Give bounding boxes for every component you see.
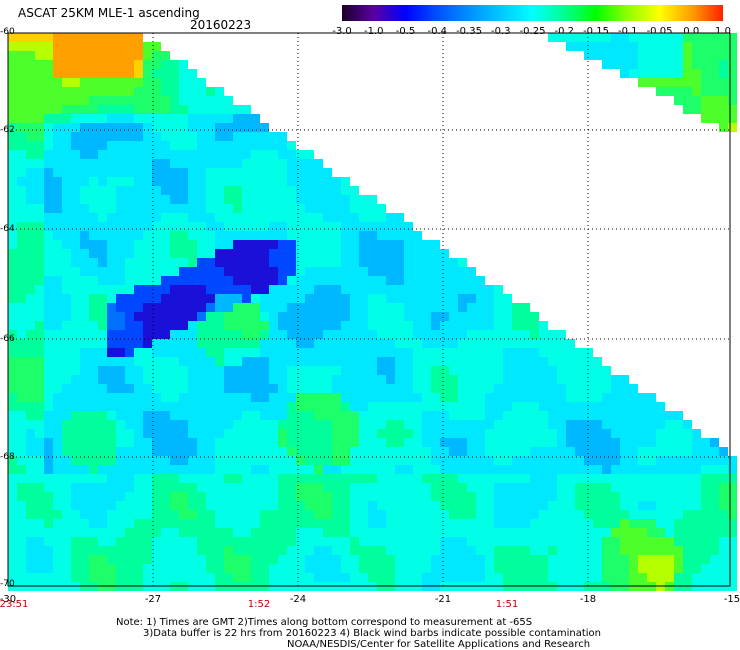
time-label: 1:52 <box>247 599 271 610</box>
lat-label: -64 <box>0 224 15 234</box>
map-date: 20160223 <box>190 18 252 32</box>
lat-label: -60 <box>0 27 15 37</box>
colorbar-tick: -0.4 <box>427 26 448 37</box>
lon-label: -27 <box>144 594 162 605</box>
lon-label: -30 <box>0 594 17 605</box>
colorbar-tick: -0.35 <box>456 26 482 37</box>
lat-label: -66 <box>0 334 15 344</box>
time-label: 23:51 <box>0 599 29 610</box>
graticule <box>8 33 730 586</box>
note-line-1: Note: 1) Times are GMT 2)Times along bot… <box>116 617 533 628</box>
colorbar-tick: -0.2 <box>554 26 575 37</box>
time-label: 1:51 <box>495 599 519 610</box>
colorbar-tick: 0.0 <box>683 26 700 37</box>
lon-label: -18 <box>579 594 597 605</box>
colorbar-tick: -0.3 <box>490 26 511 37</box>
ice-field <box>8 33 737 591</box>
colorbar-tick: -0.05 <box>646 26 673 37</box>
colorbar-tick: -0.15 <box>583 26 609 37</box>
map-title: ASCAT 25KM MLE-1 ascending <box>18 6 200 20</box>
map-frame <box>7 32 731 587</box>
colorbar <box>342 5 723 21</box>
lat-label: -70 <box>0 579 15 589</box>
note-line-3: NOAA/NESDIS/Center for Satellite Applica… <box>287 639 591 650</box>
lat-label: -68 <box>0 452 15 462</box>
colorbar-tick: -3.0 <box>332 26 352 37</box>
colorbar-tick: -0.25 <box>519 26 546 37</box>
note-line-2: 3)Data buffer is 22 hrs from 20160223 4)… <box>143 628 601 639</box>
colorbar-gradient <box>342 5 723 21</box>
lon-label: -15 <box>723 594 740 605</box>
colorbar-tick: -0.5 <box>395 26 416 37</box>
colorbar-tick: 1.0 <box>715 26 731 37</box>
colorbar-fill <box>342 5 723 21</box>
lon-label: -24 <box>289 594 307 605</box>
lat-label: -62 <box>0 125 15 135</box>
colorbar-tick: -0.1 <box>617 26 638 37</box>
colorbar-tick: -1.0 <box>363 26 384 37</box>
lon-label: -21 <box>434 594 452 605</box>
